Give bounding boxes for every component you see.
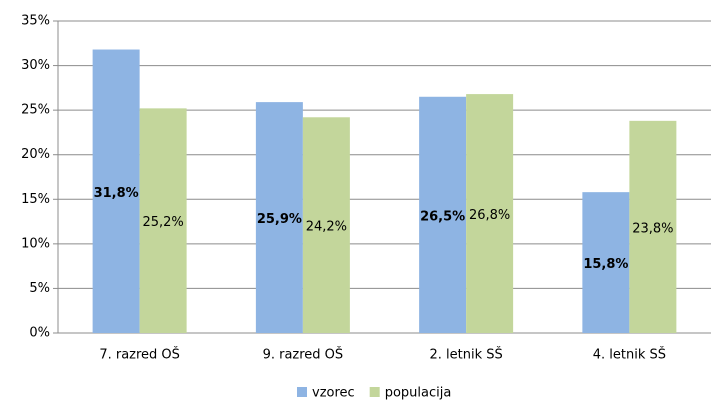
y-tick-label: 35%	[21, 14, 50, 29]
y-tick-label: 25%	[21, 103, 50, 118]
bar	[419, 96, 467, 334]
x-tick-label: 4. letnik SŠ	[593, 347, 666, 363]
x-tick-label: 2. letnik SŠ	[429, 347, 502, 363]
legend-swatch	[297, 387, 307, 397]
legend-label: vzorec	[312, 386, 355, 401]
legend-swatch	[369, 387, 380, 397]
data-label: 24,2%	[306, 220, 347, 235]
data-label: 31,8%	[94, 186, 139, 201]
legend-label: populacija	[385, 386, 452, 401]
bar	[92, 49, 140, 333]
data-label: 23,8%	[632, 221, 673, 236]
bar	[255, 102, 303, 334]
bar	[466, 94, 514, 334]
bar	[629, 120, 677, 333]
data-label: 26,5%	[420, 209, 465, 224]
y-tick-label: 15%	[21, 192, 50, 207]
y-tick-label: 0%	[29, 326, 50, 341]
y-tick-label: 20%	[21, 147, 50, 162]
data-label: 25,9%	[257, 212, 302, 227]
y-tick-label: 5%	[29, 281, 50, 296]
data-label: 15,8%	[583, 257, 628, 272]
data-label: 26,8%	[469, 208, 510, 223]
x-tick-label: 7. razred OŠ	[99, 347, 180, 363]
data-label: 25,2%	[142, 215, 183, 230]
bar	[582, 192, 630, 333]
y-tick-label: 30%	[21, 58, 50, 73]
x-tick-label: 9. razred OŠ	[263, 347, 344, 363]
y-tick-label: 10%	[21, 236, 50, 251]
bar	[302, 117, 350, 333]
bar	[139, 108, 187, 333]
